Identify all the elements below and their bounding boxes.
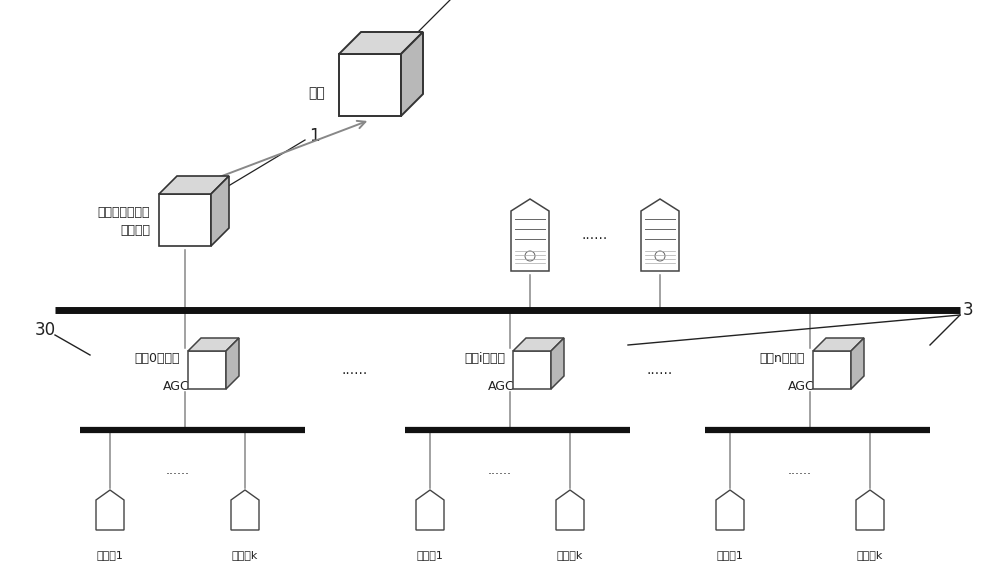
Polygon shape: [813, 338, 864, 351]
Polygon shape: [401, 32, 423, 116]
Polygon shape: [551, 338, 564, 389]
Polygon shape: [188, 351, 226, 389]
Polygon shape: [159, 194, 211, 246]
Text: ......: ......: [788, 464, 812, 477]
Text: AGC: AGC: [488, 380, 515, 393]
Text: 厂站n前置机: 厂站n前置机: [760, 352, 805, 365]
Text: ......: ......: [342, 363, 368, 377]
Polygon shape: [188, 338, 239, 351]
Text: 功率分配: 功率分配: [120, 224, 150, 237]
Polygon shape: [96, 490, 124, 530]
Polygon shape: [513, 351, 551, 389]
Text: 厂站0前置机: 厂站0前置机: [134, 352, 180, 365]
Polygon shape: [511, 199, 549, 271]
Polygon shape: [641, 199, 679, 271]
Text: 1: 1: [309, 127, 320, 145]
Text: 逆变刨1: 逆变刨1: [97, 550, 123, 560]
Polygon shape: [339, 54, 401, 116]
Polygon shape: [339, 32, 423, 54]
Text: 逆变刨k: 逆变刨k: [557, 550, 583, 560]
Text: AGC: AGC: [163, 380, 190, 393]
Polygon shape: [159, 176, 229, 194]
Polygon shape: [416, 490, 444, 530]
Text: 逆变刨1: 逆变刨1: [417, 550, 443, 560]
Polygon shape: [716, 490, 744, 530]
Text: 2: 2: [453, 0, 464, 4]
Text: 3: 3: [963, 301, 974, 319]
Polygon shape: [226, 338, 239, 389]
Polygon shape: [813, 351, 851, 389]
Text: AGC: AGC: [788, 380, 815, 393]
Text: 光伏集控远动机: 光伏集控远动机: [98, 205, 150, 218]
Polygon shape: [513, 338, 564, 351]
Polygon shape: [231, 490, 259, 530]
Text: ......: ......: [166, 464, 190, 477]
Text: ......: ......: [488, 464, 512, 477]
Polygon shape: [556, 490, 584, 530]
Polygon shape: [856, 490, 884, 530]
Text: 厂站i前置机: 厂站i前置机: [464, 352, 505, 365]
Polygon shape: [851, 338, 864, 389]
Text: 调度: 调度: [308, 86, 325, 100]
Text: ......: ......: [647, 363, 673, 377]
Text: 逆变刨1: 逆变刨1: [717, 550, 743, 560]
Text: 逆变刨k: 逆变刨k: [857, 550, 883, 560]
Text: 逆变刨k: 逆变刨k: [232, 550, 258, 560]
Polygon shape: [211, 176, 229, 246]
Text: 30: 30: [35, 321, 56, 339]
Text: ......: ......: [582, 228, 608, 242]
